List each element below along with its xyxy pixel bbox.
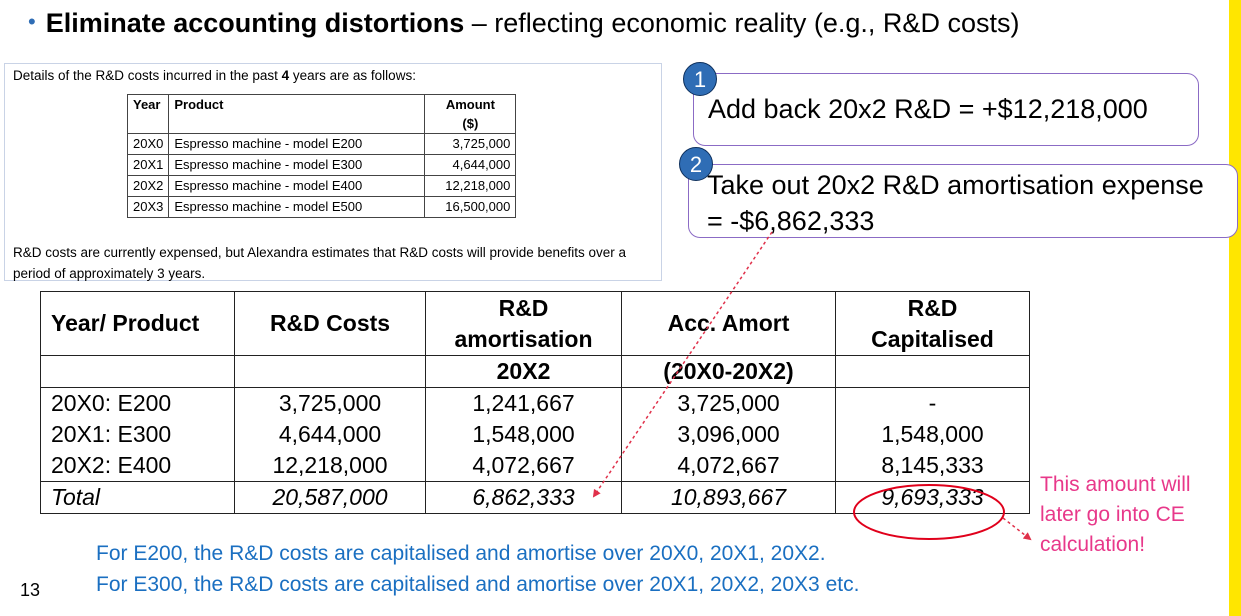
table-total-row: Total 20,587,000 6,862,333 10,893,667 9,…	[40, 481, 1030, 514]
page-number: 13	[20, 580, 41, 600]
table-row: 20X1: E300 4,644,000 1,548,000 3,096,000 1,5…	[40, 419, 1030, 450]
header-acc-amort: Acc. Amort	[621, 291, 836, 356]
rd-costs-row: 20X2 Espresso machine - model E400 12,218,…	[126, 175, 517, 197]
arrow-to-side-note	[1002, 517, 1032, 541]
rd-costs-header-product: Product	[168, 94, 426, 134]
rd-costs-row: 20X3 Espresso machine - model E500 16,500,…	[126, 196, 517, 218]
total-capitalised: 9,693,333	[835, 481, 1030, 514]
case-intro-suffix: years are as follows:	[289, 68, 416, 83]
case-intro-years: 4	[281, 68, 290, 83]
title-bold-text: Eliminate accounting distortions	[45, 8, 465, 38]
rd-costs-table: Year Product Amount ($) 20X0 Espresso mach…	[126, 94, 517, 218]
step-badge-2: 2	[679, 147, 713, 181]
header-rd-costs: R&D Costs	[234, 291, 426, 356]
side-accent-bar	[1229, 0, 1241, 616]
rd-costs-row: 20X0 Espresso machine - model E200 3,725,0…	[126, 133, 517, 155]
step-badge-1: 1	[683, 62, 717, 96]
rd-costs-row: 20X1 Espresso machine - model E300 4,644,0…	[126, 154, 517, 176]
callout-take-out-line1: Take out 20x2 R&D amortisation expense	[707, 170, 1204, 200]
callout-take-out: Take out 20x2 R&D amortisation expense =…	[688, 164, 1238, 238]
callout-take-out-line2: = -$6,862,333	[707, 206, 875, 236]
callout-add-back-text: Add back 20x2 R&D = +$12,218,000	[708, 94, 1148, 124]
title-rest-text: – reflecting economic reality (e.g., R&D…	[464, 8, 1020, 38]
total-label: Total	[40, 481, 235, 514]
rd-costs-header-amount: Amount ($)	[424, 94, 517, 134]
footer-note-e200: For E200, the R&D costs are capitalised …	[96, 542, 826, 565]
subheader-acc-range: (20X0-20X2)	[621, 355, 836, 388]
callout-add-back: Add back 20x2 R&D = +$12,218,000	[693, 73, 1199, 146]
case-intro: Details of the R&D costs incurred in the…	[13, 68, 416, 83]
rd-capitalisation-table: Year/ Product R&D Costs R&D amortisation …	[40, 291, 1030, 514]
table-row: 20X2: E400 12,218,000 4,072,667 4,072,667 8,…	[40, 450, 1030, 482]
slide-title: • Eliminate accounting distortions – refl…	[28, 8, 1019, 39]
callout-take-out-text: Take out 20x2 R&D amortisation expense =…	[707, 167, 1204, 239]
side-note: This amount will later go into CE calcul…	[1040, 473, 1191, 556]
case-intro-prefix: Details of the R&D costs incurred in the…	[13, 68, 282, 83]
table-row: 20X0: E200 3,725,000 1,241,667 3,725,000-	[40, 387, 1030, 419]
total-acc-amort: 10,893,667	[621, 481, 836, 514]
total-amortisation: 6,862,333	[425, 481, 622, 514]
header-rd-amortisation: R&D amortisation	[425, 291, 622, 356]
case-info-box: Details of the R&D costs incurred in the…	[4, 63, 662, 281]
footer-note-e300: For E300, the R&D costs are capitalised …	[96, 573, 860, 596]
rd-costs-header-year: Year	[126, 94, 170, 134]
footer-notes: For E200, the R&D costs are capitalised …	[96, 538, 859, 600]
table-header-row: Year/ Product R&D Costs R&D amortisation …	[40, 291, 1030, 356]
header-rd-capitalised: R&D Capitalised	[835, 291, 1030, 356]
subheader-amort-year: 20X2	[425, 355, 622, 388]
table-subheader-row: 20X2 (20X0-20X2)	[40, 355, 1030, 388]
case-note: R&D costs are currently expensed, but Al…	[13, 245, 627, 281]
header-year-product: Year/ Product	[40, 291, 235, 356]
title-bullet: •	[28, 9, 36, 34]
total-costs: 20,587,000	[234, 481, 426, 514]
